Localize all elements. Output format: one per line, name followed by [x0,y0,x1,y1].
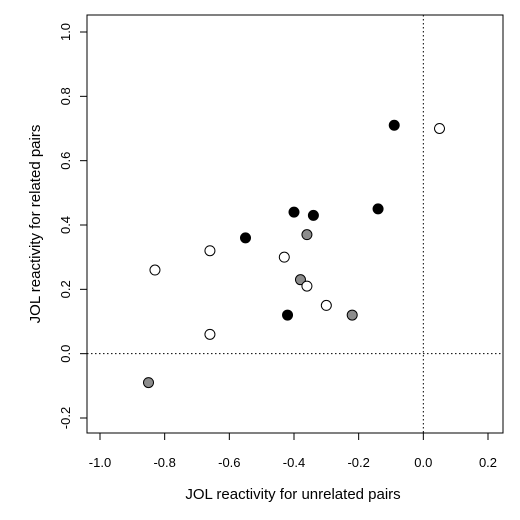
y-tick-label: 0.4 [58,216,73,234]
y-tick-label: 0.2 [58,280,73,298]
x-tick-label: -0.2 [347,455,369,470]
y-tick-label: 0.0 [58,345,73,363]
data-point-white [204,245,216,257]
x-axis-title: JOL reactivity for unrelated pairs [185,486,400,503]
data-point-white [434,123,445,134]
x-tick-label: -1.0 [89,455,111,470]
data-points [143,119,445,389]
data-point-white [149,264,161,276]
data-point-black [372,203,384,215]
y-axis: -0.2 0.0 0.2 0.4 0.6 0.8 1.0 [58,23,88,429]
data-point-gray [301,229,313,241]
y-tick-label: 0.6 [58,152,73,170]
x-tick-label: 0.2 [479,455,497,470]
y-tick-label: -0.2 [58,407,73,429]
data-point-gray [294,274,306,286]
data-point-gray [346,309,358,321]
y-axis-title: JOL reactivity for related pairs [27,125,44,324]
data-point-white [204,328,216,340]
data-point-black [288,206,300,218]
x-tick-label: -0.6 [218,455,240,470]
x-tick-label: -0.8 [153,455,175,470]
reference-lines [87,15,503,433]
data-point-black [307,209,319,221]
y-tick-label: 1.0 [58,23,73,41]
data-point-black [282,309,294,321]
y-tick-label: 0.8 [58,87,73,105]
data-point-black [240,232,251,244]
data-point-white [301,280,313,292]
data-point-white [278,251,290,263]
data-point-gray [143,377,154,389]
plot-frame [86,14,504,434]
data-point-white [320,299,332,311]
data-point-black [388,119,400,131]
x-tick-label: -0.4 [283,455,305,470]
x-axis: -1.0 -0.8 -0.6 -0.4 -0.2 0.0 0.2 [89,432,497,470]
x-tick-label: 0.0 [414,455,432,470]
